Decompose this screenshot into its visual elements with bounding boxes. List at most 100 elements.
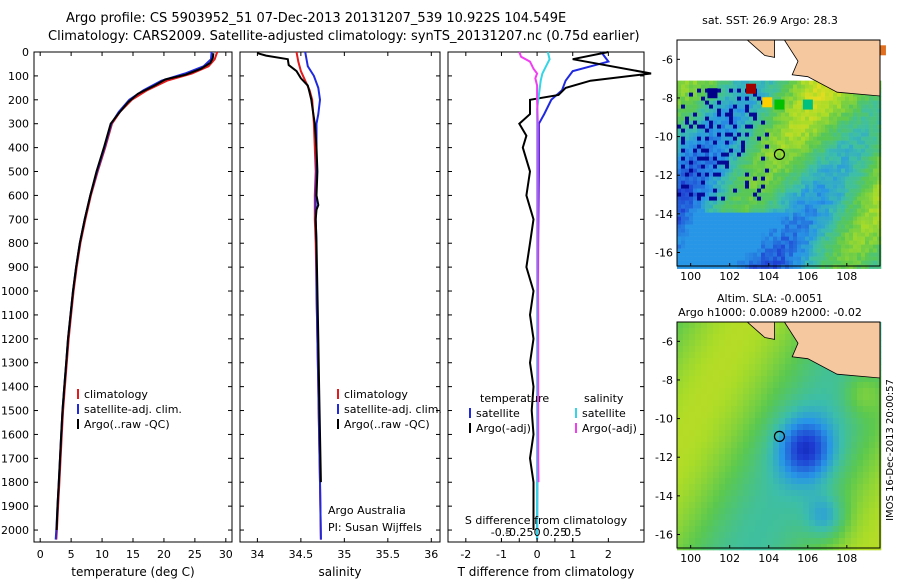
- sst-map-cell: [801, 108, 806, 113]
- sst-map-cell: [845, 144, 850, 149]
- sst-map-cell: [809, 92, 814, 97]
- sla-map-cell: [815, 400, 822, 407]
- sla-map-cell: [851, 538, 858, 545]
- sla-map-cell: [791, 448, 798, 455]
- sst-map-cell: [841, 188, 846, 193]
- sst-map-cell: [745, 120, 750, 125]
- sst-map-cell: [849, 140, 854, 145]
- sst-map-cell: [733, 152, 738, 157]
- sst-map-cell: [677, 156, 682, 161]
- sla-map-cell: [839, 448, 846, 455]
- sst-map-cell: [841, 168, 846, 173]
- sst-map-cell: [677, 192, 682, 197]
- sst-map-cell: [737, 160, 742, 165]
- sla-map-cell: [695, 322, 702, 329]
- sst-map-cell: [825, 144, 830, 149]
- sst-map-cell: [701, 100, 706, 105]
- sst-map-cell: [773, 144, 778, 149]
- sst-map-cell: [753, 264, 758, 269]
- sla-map-cell: [677, 328, 684, 335]
- sst-map-cell: [833, 212, 838, 217]
- sst-map-cell: [693, 196, 698, 201]
- sst-map-cell: [717, 128, 722, 133]
- sst-map-cell: [789, 200, 794, 205]
- sst-map-cell: [789, 264, 794, 269]
- sst-map-cell: [801, 228, 806, 233]
- sst-map-cell: [865, 116, 870, 121]
- sst-map-cell: [677, 228, 682, 233]
- sst-map-cell: [725, 128, 730, 133]
- sla-map-cell: [833, 376, 840, 383]
- sla-map-cell: [773, 412, 780, 419]
- sst-map-cell: [721, 124, 726, 129]
- sst-map-cell: [737, 252, 742, 257]
- sla-map-cell: [773, 532, 780, 539]
- sst-map-cell: [825, 196, 830, 201]
- sla-map-cell: [707, 490, 714, 497]
- sst-map-cell: [737, 212, 742, 217]
- sst-map-cell: [713, 96, 718, 101]
- sla-map-cell: [755, 538, 762, 545]
- sla-map-cell: [803, 490, 810, 497]
- sst-map-cell: [857, 120, 862, 125]
- sla-map-cell: [869, 466, 876, 473]
- sst-map-cell: [861, 176, 866, 181]
- sla-map-cell: [683, 364, 690, 371]
- sla-map-cell: [737, 358, 744, 365]
- sla-map-cell: [827, 382, 834, 389]
- sst-map-cell: [845, 188, 850, 193]
- sst-map-cell: [841, 112, 846, 117]
- sst-map-cell: [713, 260, 718, 265]
- sst-map-cell: [845, 180, 850, 185]
- sst-map-cell: [793, 252, 798, 257]
- sla-map-cell: [749, 514, 756, 521]
- sla-map-cell: [689, 382, 696, 389]
- sst-map-cell: [833, 156, 838, 161]
- sla-map-cell: [845, 418, 852, 425]
- sla-map-cell: [749, 382, 756, 389]
- sst-map-cell: [809, 88, 814, 93]
- sla-map-cell: [797, 418, 804, 425]
- sla-map-cell: [833, 538, 840, 545]
- sst-map-cell: [805, 80, 810, 85]
- sst-map-cell: [857, 236, 862, 241]
- sst-map-cell: [685, 156, 690, 161]
- sst-map-cell: [809, 232, 814, 237]
- sla-map-cell: [779, 484, 786, 491]
- sla-map-cell: [833, 466, 840, 473]
- sst-map-cell: [689, 116, 694, 121]
- sst-map-cell: [745, 228, 750, 233]
- sst-map-cell: [797, 144, 802, 149]
- sst-map-ytick-label: -6: [662, 53, 673, 66]
- sst-map-cell: [745, 112, 750, 117]
- sst-map-cell: [769, 84, 774, 89]
- sla-map-cell: [839, 424, 846, 431]
- sla-map-cell: [701, 388, 708, 395]
- sst-map-frame: [676, 39, 881, 267]
- sla-map-cell: [875, 442, 882, 449]
- sst-map-cell: [709, 104, 714, 109]
- sst-map-cell: [793, 200, 798, 205]
- sla-map-cell: [713, 532, 720, 539]
- sst-map-cell: [817, 236, 822, 241]
- sst-map-cell: [877, 252, 882, 257]
- sst-map-cell: [785, 80, 790, 85]
- sst-map-cell: [741, 104, 746, 109]
- sst-map-cell: [861, 144, 866, 149]
- sst-map-cell: [849, 164, 854, 169]
- sst-map-cell: [829, 156, 834, 161]
- sla-map-cell: [701, 436, 708, 443]
- sst-map-cell: [741, 256, 746, 261]
- sla-map-cell: [821, 448, 828, 455]
- sla-map-cell: [827, 418, 834, 425]
- sla-map-cell: [779, 490, 786, 497]
- sst-map-cell: [729, 256, 734, 261]
- sst-map-cell: [681, 164, 686, 169]
- sst-map-cell: [701, 232, 706, 237]
- sla-map-cell: [737, 460, 744, 467]
- sst-map-cell: [865, 100, 870, 105]
- sst-map-cell: [757, 140, 762, 145]
- sst-map-cell: [821, 248, 826, 253]
- sla-map-cell: [869, 478, 876, 485]
- sst-map-cell: [717, 156, 722, 161]
